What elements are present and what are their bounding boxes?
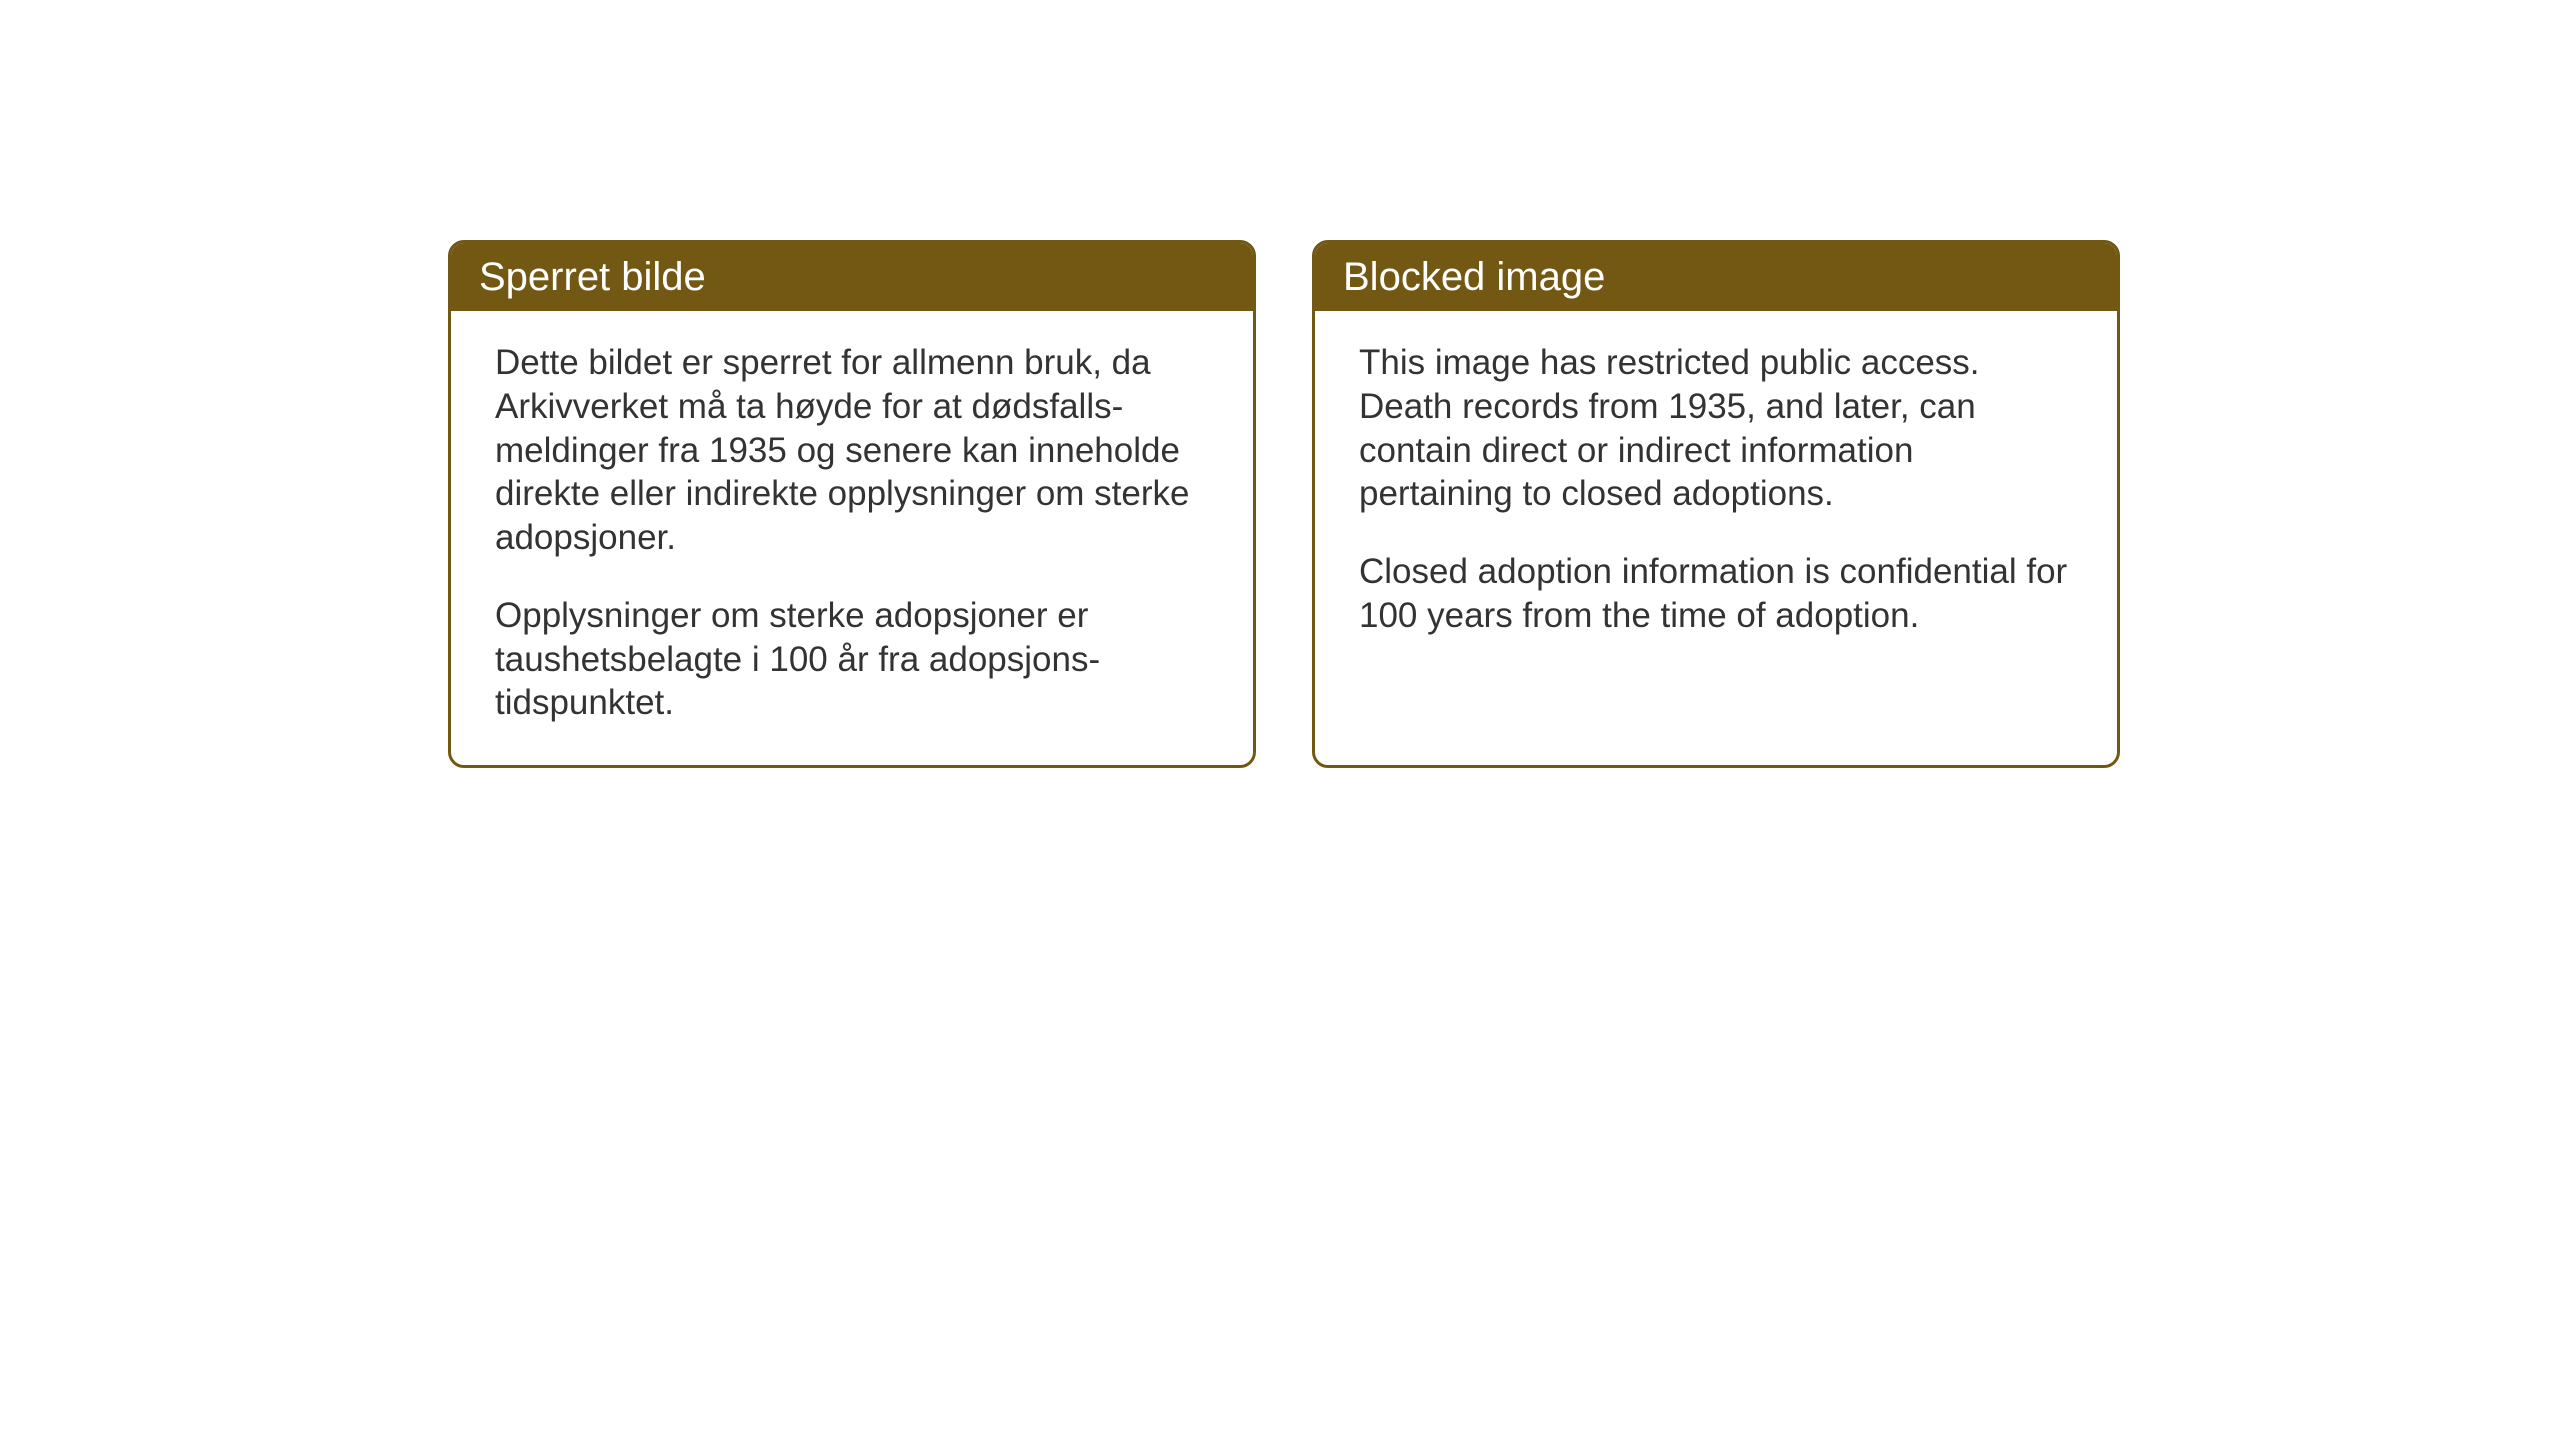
card-header-english: Blocked image	[1315, 243, 2117, 311]
paragraph-2-norwegian: Opplysninger om sterke adopsjoner er tau…	[495, 594, 1209, 725]
card-body-norwegian: Dette bildet er sperret for allmenn bruk…	[451, 311, 1253, 765]
card-header-norwegian: Sperret bilde	[451, 243, 1253, 311]
card-norwegian: Sperret bilde Dette bildet er sperret fo…	[448, 240, 1256, 768]
paragraph-2-english: Closed adoption information is confident…	[1359, 550, 2073, 638]
card-english: Blocked image This image has restricted …	[1312, 240, 2120, 768]
paragraph-1-norwegian: Dette bildet er sperret for allmenn bruk…	[495, 341, 1209, 560]
paragraph-1-english: This image has restricted public access.…	[1359, 341, 2073, 516]
card-body-english: This image has restricted public access.…	[1315, 311, 2117, 678]
cards-container: Sperret bilde Dette bildet er sperret fo…	[448, 240, 2120, 768]
